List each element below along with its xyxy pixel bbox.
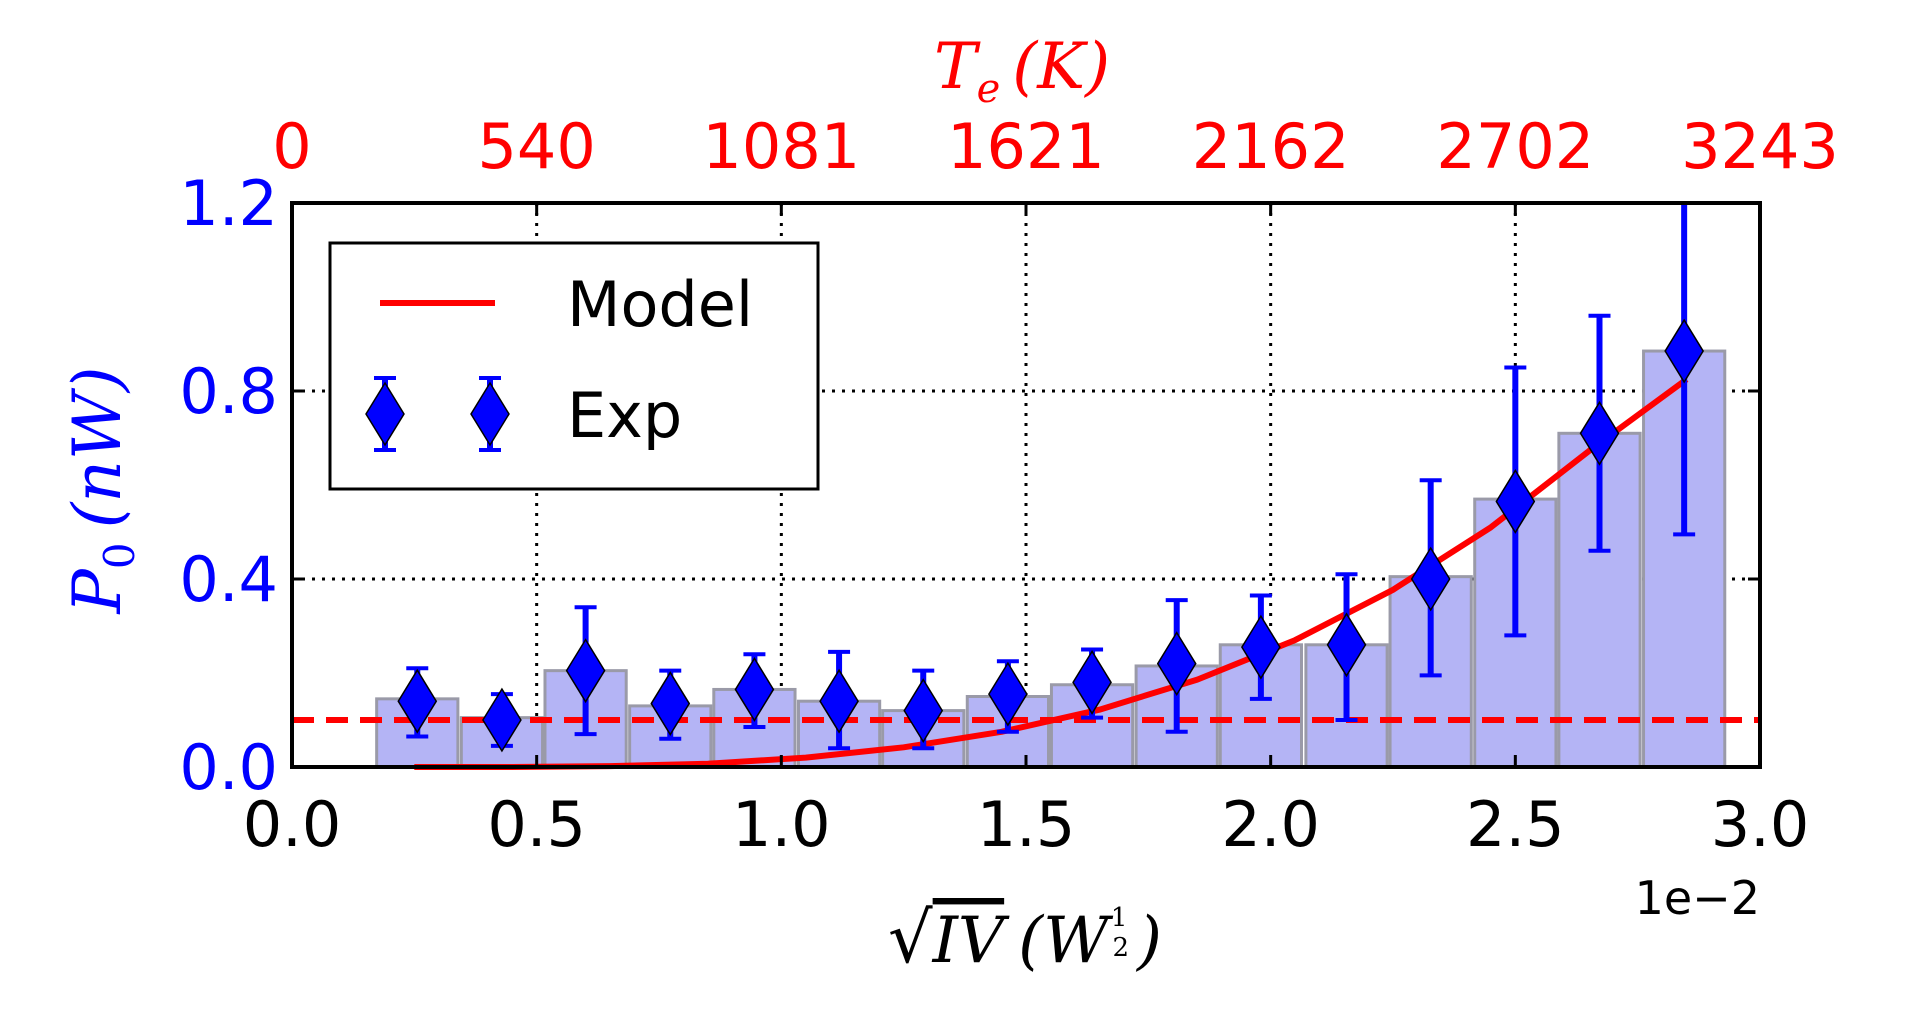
exp-point [1156, 631, 1197, 697]
top-tick-label: 1621 [947, 110, 1105, 183]
top-tick-label: 2702 [1436, 110, 1594, 183]
top-tick-label: 2162 [1192, 110, 1350, 183]
exp-point [1410, 546, 1451, 612]
exp-point [565, 638, 606, 704]
axis-ticks: 0.0 0.5 1.0 1.5 2.0 2.5 3.0 0 540 1081 1621 2162 270… [179, 110, 1839, 861]
x-axis-label-var: IV [932, 904, 1010, 978]
exp-point [650, 671, 691, 736]
legend-model-label: Model [567, 268, 753, 341]
top-tick-label: 3243 [1681, 110, 1839, 183]
y-tick-label: 1.2 [179, 167, 278, 240]
x-tick-label: 0.0 [243, 788, 342, 861]
legend-exp-label: Exp [567, 379, 682, 452]
exp-series [397, 203, 1705, 753]
y-axis-label-unit: (nW) [59, 367, 136, 529]
exp-point [1241, 614, 1281, 680]
x-axis-label: √IV (W1 2) [888, 897, 1162, 979]
top-tick-label: 1081 [702, 110, 860, 183]
x-axis-label-sqrt: √ [888, 897, 933, 979]
svg-text:P0(nW): P0 (nW) [59, 367, 144, 615]
x-tick-label: 2.5 [1466, 788, 1565, 861]
y-tick-label: 0.4 [179, 543, 278, 616]
exp-point [1495, 469, 1536, 534]
x-tick-label: 1.5 [977, 788, 1076, 861]
x-axis-label-open: (W [1018, 904, 1114, 978]
y-axis-label-sub: 0 [95, 542, 144, 569]
exp-point [397, 668, 438, 734]
x-tick-label: 1.0 [732, 788, 831, 861]
top-axis-label-sub: e [977, 66, 1001, 112]
exp-point [1326, 612, 1367, 678]
top-axis-label-var: T [934, 30, 981, 104]
top-tick-label: 540 [477, 110, 595, 183]
y-axis-label: P0 (nW) [59, 367, 144, 615]
y-tick-label: 0.0 [179, 731, 278, 804]
exp-point [903, 678, 944, 744]
legend-box [328, 241, 820, 491]
top-axis-label-unit: (K) [1012, 30, 1110, 104]
x-tick-label: 2.0 [1221, 788, 1320, 861]
legend-diamond [365, 381, 405, 447]
top-axis-label: Te (K) [934, 30, 1110, 112]
legend-exp-marker [365, 376, 510, 452]
x-axis-label-close: ) [1135, 904, 1162, 978]
exp-point [482, 687, 522, 753]
exp-point [1072, 649, 1112, 715]
x-axis-label-exp-den: 2 [1112, 933, 1129, 963]
top-tick-label: 0 [272, 110, 311, 183]
legend-diamond [470, 381, 510, 447]
x-tick-label: 3.0 [1711, 788, 1810, 861]
exp-point [819, 668, 859, 734]
exp-point [1664, 318, 1705, 384]
x-tick-label: 0.5 [487, 788, 586, 861]
exp-point [1579, 400, 1620, 466]
exp-point [988, 661, 1028, 727]
x-axis-label-exp-num: 1 [1111, 903, 1128, 933]
y-axis-label-var: P [59, 568, 136, 615]
y-tick-label: 0.8 [179, 355, 278, 428]
exp-point [734, 657, 775, 722]
x-axis-offset-label: 1e−2 [1635, 871, 1760, 925]
legend: Model Exp [328, 241, 820, 491]
